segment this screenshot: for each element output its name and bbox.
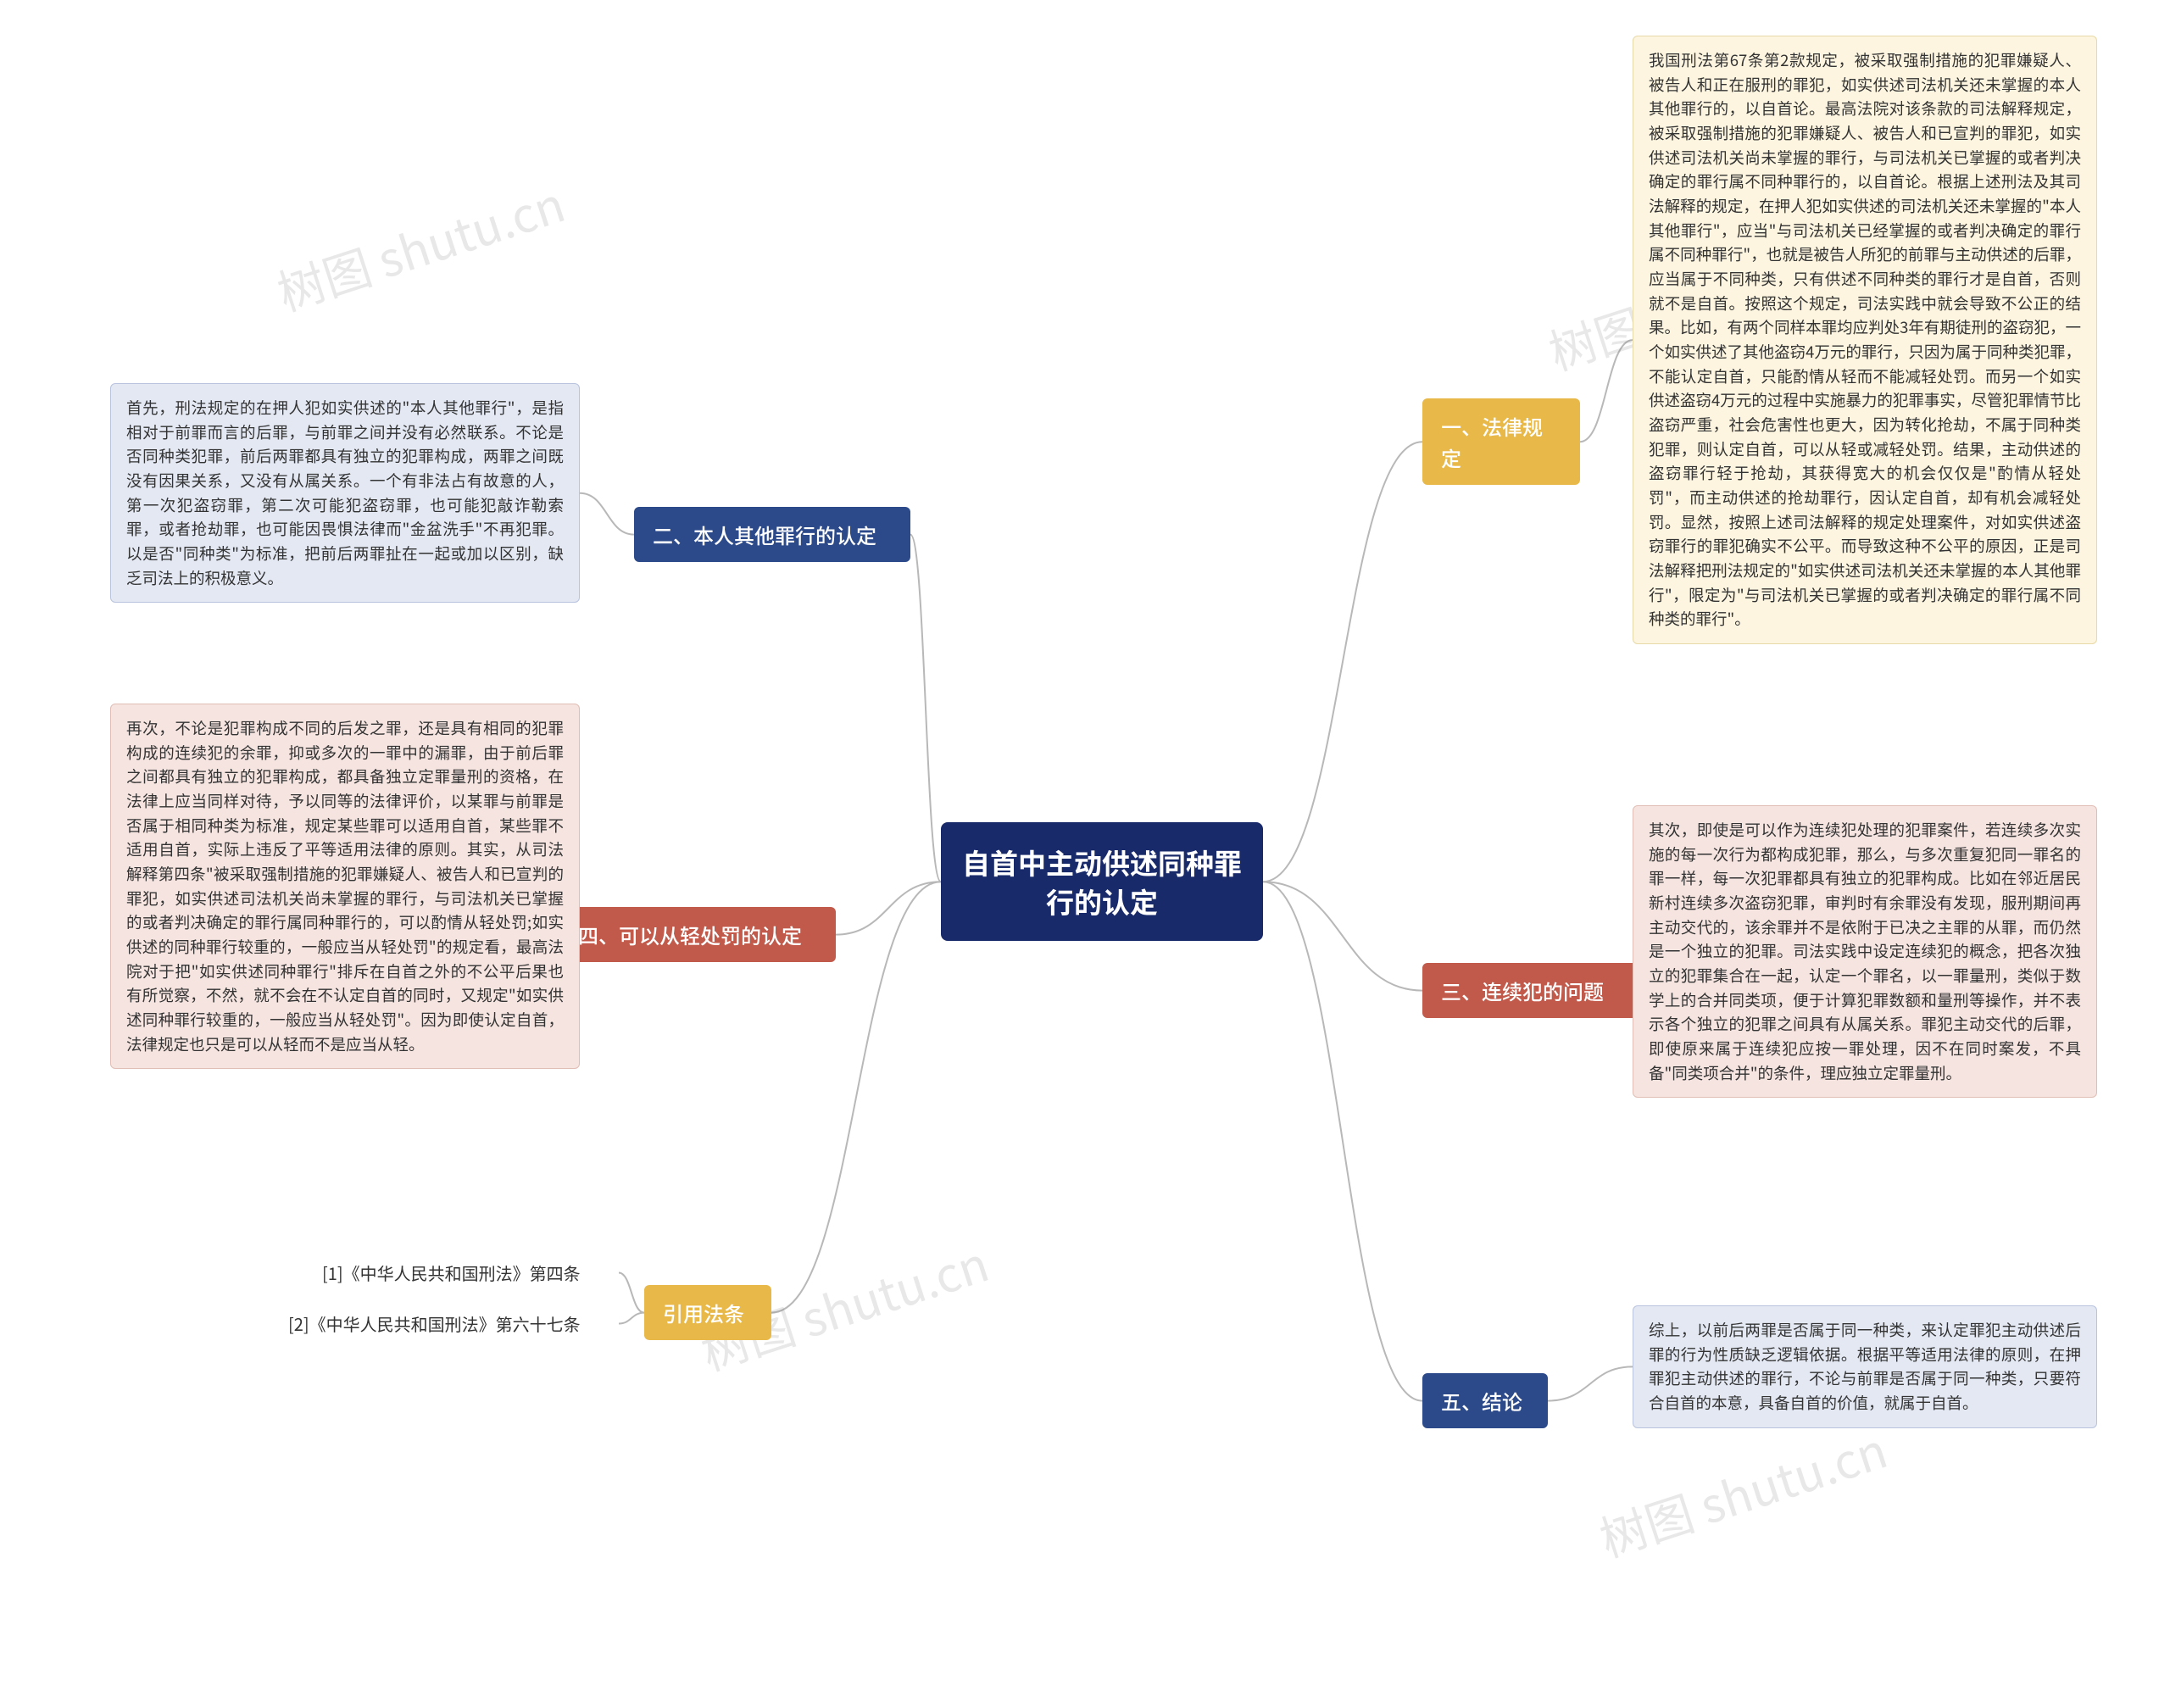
branch-label: 三、连续犯的问题	[1441, 976, 1604, 1005]
branch-other-crimes[interactable]: 二、本人其他罪行的认定	[634, 507, 910, 562]
branch-label: 一、法律规定	[1441, 411, 1543, 472]
center-title: 自首中主动供述同种罪行的认定	[962, 842, 1242, 921]
reference-item: [2]《中华人民共和国刑法》第六十七条	[280, 1305, 619, 1342]
watermark: 树图 shutu.cn	[268, 168, 572, 325]
leaf-conclusion-text: 综上，以前后两罪是否属于同一种类，来认定罪犯主动供述后罪的行为性质缺乏逻辑依据。…	[1633, 1305, 2097, 1428]
leaf-text: 综上，以前后两罪是否属于同一种类，来认定罪犯主动供述后罪的行为性质缺乏逻辑依据。…	[1649, 1319, 2081, 1414]
branch-label: 五、结论	[1441, 1386, 1522, 1416]
branch-references[interactable]: 引用法条	[644, 1285, 771, 1340]
branch-label: 二、本人其他罪行的认定	[653, 520, 876, 549]
leaf-text: 其次，即使是可以作为连续犯处理的犯罪案件，若连续多次实施的每一次行为都构成犯罪，…	[1649, 819, 2081, 1084]
leaf-text: 首先，刑法规定的在押人犯如实供述的"本人其他罪行"，是指相对于前罪而言的后罪，与…	[126, 397, 564, 589]
reference-text: [2]《中华人民共和国刑法》第六十七条	[288, 1311, 581, 1336]
leaf-legal-rules-text: 我国刑法第67条第2款规定，被采取强制措施的犯罪嫌疑人、被告人和正在服刑的罪犯，…	[1633, 36, 2097, 644]
watermark: 树图 shutu.cn	[1590, 1414, 1895, 1572]
leaf-text: 我国刑法第67条第2款规定，被采取强制措施的犯罪嫌疑人、被告人和正在服刑的罪犯，…	[1649, 49, 2081, 630]
reference-text: [1]《中华人民共和国刑法》第四条	[322, 1260, 581, 1285]
leaf-text: 再次，不论是犯罪构成不同的后发之罪，还是具有相同的犯罪构成的连续犯的余罪，抑或多…	[126, 717, 564, 1055]
branch-conclusion[interactable]: 五、结论	[1422, 1373, 1548, 1428]
reference-item: [1]《中华人民共和国刑法》第四条	[314, 1255, 619, 1291]
branch-continuous-crime[interactable]: 三、连续犯的问题	[1422, 963, 1643, 1018]
leaf-continuous-crime-text: 其次，即使是可以作为连续犯处理的犯罪案件，若连续多次实施的每一次行为都构成犯罪，…	[1633, 805, 2097, 1098]
branch-label: 四、可以从轻处罚的认定	[578, 920, 802, 949]
branch-leniency[interactable]: 四、可以从轻处罚的认定	[559, 907, 836, 962]
branch-legal-rules[interactable]: 一、法律规定	[1422, 398, 1580, 485]
center-topic[interactable]: 自首中主动供述同种罪行的认定	[941, 822, 1263, 941]
leaf-leniency-text: 再次，不论是犯罪构成不同的后发之罪，还是具有相同的犯罪构成的连续犯的余罪，抑或多…	[110, 704, 580, 1069]
leaf-other-crimes-text: 首先，刑法规定的在押人犯如实供述的"本人其他罪行"，是指相对于前罪而言的后罪，与…	[110, 383, 580, 603]
branch-label: 引用法条	[663, 1298, 744, 1327]
